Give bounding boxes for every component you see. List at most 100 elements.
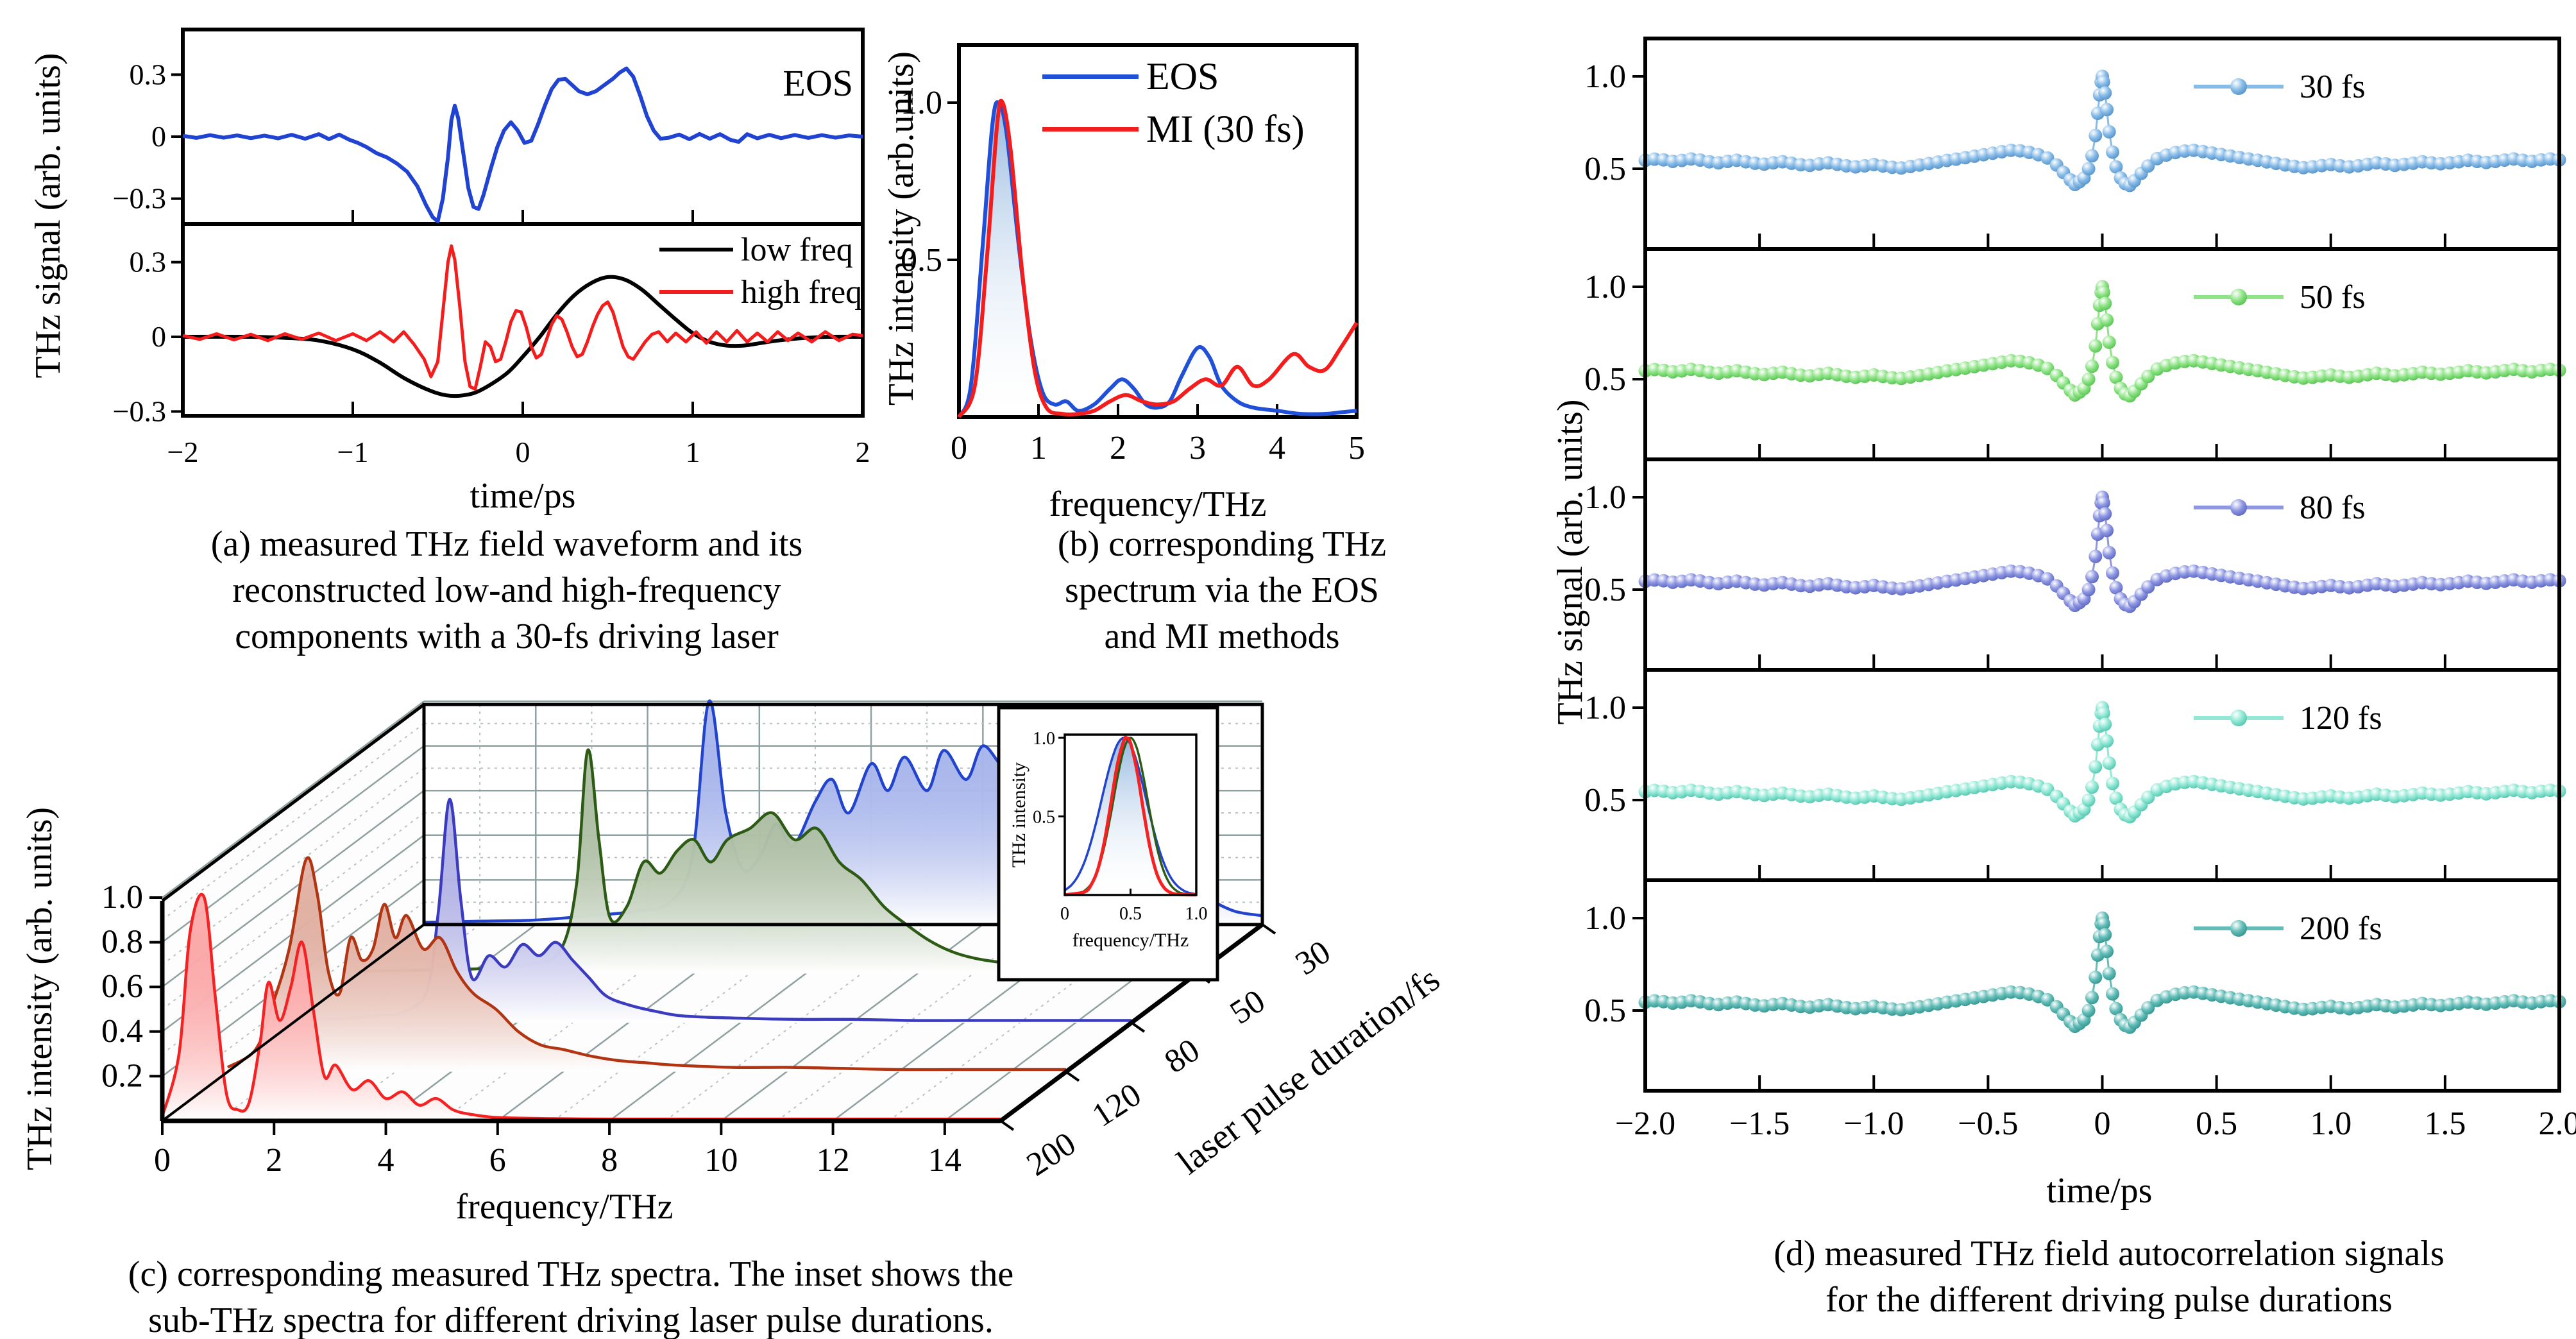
panel-c-caption: (c) corresponding measured THz spectra. …	[0, 1251, 1142, 1339]
data-point	[2096, 706, 2110, 721]
series-low-freq	[182, 275, 863, 398]
panel-b-legend: EOS MI (30 fs)	[1042, 50, 1305, 155]
data-point	[2106, 145, 2119, 159]
y-tick-label: 1.0	[901, 85, 942, 121]
data-point	[2100, 734, 2114, 748]
y-tick-label: 1.0	[1584, 900, 1626, 937]
data-point	[2098, 86, 2112, 100]
panel-d-caption-line-2: for the different driving pulse duration…	[1826, 1280, 2393, 1320]
series-120fs-curve	[226, 856, 1066, 1071]
left-wall-grid	[162, 767, 425, 966]
y-tick-label: 0	[151, 320, 166, 353]
inset-fill	[1065, 738, 1196, 895]
series-high-freq	[182, 244, 863, 391]
y-tick-label: 0.5	[1584, 151, 1626, 187]
panel-c-caption-line-1: (c) corresponding measured THz spectra. …	[128, 1254, 1014, 1294]
data-point	[2106, 776, 2119, 790]
inset-ylabel: THz intensity	[1008, 762, 1030, 867]
data-point	[2081, 583, 2096, 597]
left-wall-top-edge	[161, 703, 425, 902]
data-point	[2096, 75, 2110, 89]
data-point	[2089, 339, 2103, 353]
panel-c-caption-line-2: sub-THz spectra for different driving la…	[148, 1301, 994, 1339]
panel-b-box	[957, 43, 1359, 419]
panel-a-caption-line-2: reconstructed low-and high-frequency	[232, 570, 781, 610]
legend-marker-30fs	[2230, 78, 2247, 95]
y-tick-label: 0	[151, 120, 166, 153]
x-tick-label: 0	[154, 1142, 171, 1179]
panel-a-caption: (a) measured THz field waveform and its …	[122, 521, 892, 660]
data-point	[2109, 791, 2123, 805]
y-tick-label: 0.5	[1584, 572, 1626, 608]
data-point	[2102, 966, 2116, 980]
data-point	[2102, 124, 2116, 139]
x-tick-label: 8	[601, 1142, 618, 1179]
data-point	[2085, 359, 2099, 373]
x-tick-label: 1	[686, 436, 700, 468]
x-tick-label: 6	[489, 1142, 506, 1179]
data-point	[2089, 760, 2103, 774]
data-point	[2141, 790, 2155, 805]
x-tick-label: −2	[167, 436, 199, 468]
data-point	[2085, 149, 2099, 163]
z-tick	[999, 1120, 1015, 1131]
back-wall-frame	[422, 703, 1264, 926]
series-mi-spectrum	[957, 98, 1359, 418]
legend-line-high-freq	[659, 290, 733, 294]
x-tick-label: −1	[337, 436, 369, 468]
data-point	[2109, 581, 2123, 595]
x-tick-label: 5	[1348, 430, 1365, 466]
x-tick-label: 14	[928, 1142, 962, 1179]
data-point	[2100, 313, 2114, 327]
data-point	[2098, 296, 2112, 311]
data-point	[2100, 944, 2114, 959]
x-tick-label: 3	[1189, 430, 1206, 466]
data-point	[2040, 361, 2055, 375]
panel-b-xlabel: frequency/THz	[1049, 484, 1267, 524]
panel-a-eos-label: EOS	[783, 62, 853, 104]
legend-item-mi: MI (30 fs)	[1042, 103, 1305, 155]
legend-item-eos: EOS	[1042, 50, 1305, 103]
x-tick-label: −0.5	[1958, 1105, 2018, 1142]
y-tick-label: 0.6	[101, 968, 143, 1005]
panel-a-caption-line-3: components with a 30-fs driving laser	[235, 617, 779, 656]
inset-xlabel: frequency/THz	[1072, 930, 1189, 951]
legend-item-high-freq: high freq	[659, 271, 862, 313]
data-point	[2109, 160, 2123, 174]
panel-a-plot: −2 −1 0 1 2 0.3 0.3 0 0 −0.3 −0.3	[113, 28, 870, 468]
panel-d-caption-line-1: (d) measured THz field autocorrelation s…	[1774, 1234, 2445, 1274]
x-tick-label: −1.5	[1729, 1105, 1790, 1142]
data-point	[2040, 572, 2055, 586]
y-tick-label: 1.0	[1584, 269, 1626, 305]
x-tick-label: 0.5	[2196, 1105, 2237, 1142]
data-point	[2106, 987, 2119, 1001]
series-50fs-curve	[358, 748, 1198, 973]
legend-label-200fs: 200 fs	[2300, 910, 2382, 947]
z-tick	[1261, 923, 1276, 935]
data-point	[2085, 570, 2099, 584]
series-50fs-fill	[359, 749, 1197, 974]
y-tick-label: 1.0	[101, 879, 143, 916]
panel-a-top-box	[181, 28, 865, 226]
y-tick-label: 1.0	[1584, 58, 1626, 95]
data-point	[2098, 717, 2112, 731]
z-tick-label: 120	[1086, 1077, 1148, 1134]
panel-d-xlabel: time/ps	[2046, 1171, 2153, 1211]
data-point	[2098, 507, 2112, 521]
data-point	[2089, 549, 2103, 563]
panel-b-caption-line-1: (b) corresponding THz	[1057, 524, 1387, 564]
legend-marker-120fs	[2230, 710, 2247, 726]
legend-label-30fs: 30 fs	[2300, 69, 2366, 105]
legend-label-50fs: 50 fs	[2300, 279, 2366, 316]
floor-left-edge	[161, 923, 425, 1122]
panel-b-caption: (b) corresponding THz spectrum via the E…	[936, 521, 1507, 660]
panel-b-plot: 0 1 2 3 4 5 1.0 0.5	[901, 43, 1365, 466]
data-point	[2102, 545, 2116, 559]
y-tick-label: 0.5	[1584, 993, 1626, 1029]
data-point	[2141, 370, 2155, 384]
inset-curve-narrow	[1064, 735, 1197, 897]
z-tick-label: 80	[1158, 1032, 1207, 1080]
y-tick-label: 0.3	[130, 246, 167, 278]
legend-line-eos	[1042, 74, 1139, 79]
